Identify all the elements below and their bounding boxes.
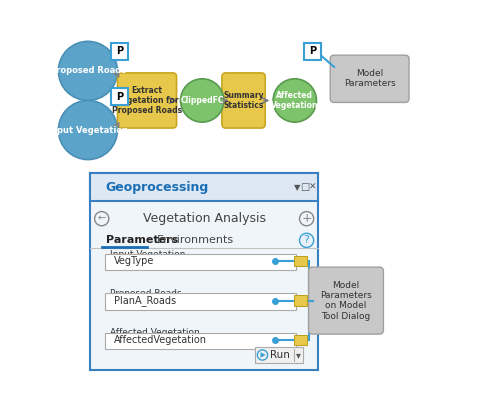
FancyBboxPatch shape: [295, 295, 307, 306]
Text: +: +: [301, 212, 312, 225]
FancyBboxPatch shape: [105, 254, 296, 270]
Text: ClippedFC: ClippedFC: [181, 96, 224, 105]
Text: Input Vegetation: Input Vegetation: [109, 250, 185, 258]
Text: Proposed Roads: Proposed Roads: [109, 289, 181, 298]
FancyBboxPatch shape: [330, 55, 409, 102]
Text: ▼: ▼: [294, 183, 300, 191]
Text: Affected Vegetation: Affected Vegetation: [109, 329, 199, 337]
Polygon shape: [260, 352, 266, 358]
Circle shape: [58, 41, 117, 100]
FancyBboxPatch shape: [111, 43, 128, 60]
Text: Proposed Roads: Proposed Roads: [50, 67, 126, 75]
Text: Affected
Vegetation: Affected Vegetation: [271, 91, 318, 110]
Text: Model
Parameters
on Model
Tool Dialog: Model Parameters on Model Tool Dialog: [320, 281, 372, 321]
FancyBboxPatch shape: [254, 347, 303, 363]
Text: PlanA_Roads: PlanA_Roads: [113, 295, 176, 306]
FancyBboxPatch shape: [295, 256, 307, 266]
Text: AffectedVegetation: AffectedVegetation: [113, 335, 206, 345]
Text: ▾: ▾: [296, 350, 301, 360]
Text: Run: Run: [270, 350, 290, 360]
FancyBboxPatch shape: [111, 88, 128, 105]
Text: P: P: [116, 91, 123, 102]
Text: Geoprocessing: Geoprocessing: [105, 181, 209, 193]
Text: P: P: [309, 46, 316, 56]
FancyBboxPatch shape: [295, 335, 307, 345]
FancyBboxPatch shape: [117, 73, 177, 128]
Circle shape: [58, 100, 117, 160]
Text: □: □: [300, 182, 309, 192]
Text: Parameters: Parameters: [105, 235, 178, 245]
Text: Model
Parameters: Model Parameters: [344, 69, 396, 89]
FancyBboxPatch shape: [308, 267, 384, 334]
FancyBboxPatch shape: [90, 173, 318, 201]
FancyBboxPatch shape: [222, 73, 265, 128]
Text: Environments: Environments: [157, 235, 234, 245]
Circle shape: [181, 79, 224, 122]
Text: VegType: VegType: [113, 256, 154, 266]
Text: ?: ?: [303, 235, 309, 245]
Circle shape: [299, 233, 314, 247]
Text: Extract
Vegetation for
Proposed Roads: Extract Vegetation for Proposed Roads: [112, 85, 182, 115]
FancyBboxPatch shape: [90, 173, 318, 370]
Circle shape: [273, 79, 316, 122]
Text: ←: ←: [98, 214, 106, 224]
Text: ✕: ✕: [309, 183, 316, 191]
Text: Input Vegetation: Input Vegetation: [48, 126, 128, 134]
Text: P: P: [116, 46, 123, 56]
FancyBboxPatch shape: [304, 43, 321, 60]
Text: Vegetation Analysis: Vegetation Analysis: [143, 212, 266, 225]
Text: Summary
Statistics: Summary Statistics: [223, 91, 264, 110]
FancyBboxPatch shape: [105, 333, 296, 349]
FancyBboxPatch shape: [105, 293, 296, 310]
